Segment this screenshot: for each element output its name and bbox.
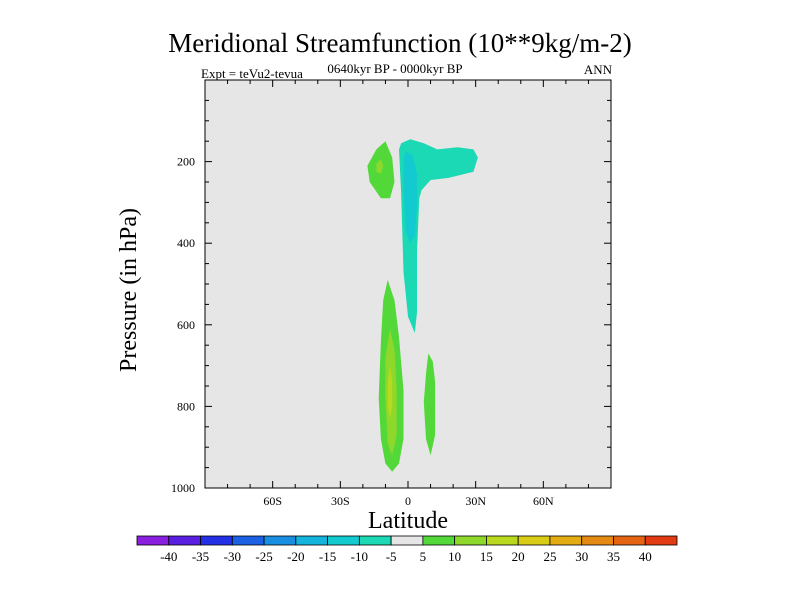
contour-region-nh-lower-positive-cell (423, 353, 436, 456)
colorbar-label: 15 (480, 549, 493, 564)
colorbar-swatch (168, 535, 201, 546)
y-tick-label: 1000 (171, 481, 195, 495)
colorbar-label: 20 (512, 549, 525, 564)
axis-ticks: 60S 30S 0 30N 60N 200 400 600 800 1000 (171, 79, 612, 508)
x-tick-label: 60N (533, 494, 554, 508)
y-axis-title: Pressure (in hPa) (116, 208, 142, 372)
colorbar-swatch (486, 535, 519, 546)
colorbar-swatch (613, 535, 646, 546)
colorbar-swatch (327, 535, 360, 546)
colorbar-label: -20 (287, 549, 304, 564)
chart-title: Meridional Streamfunction (10**9kg/m-2) (168, 28, 632, 58)
colorbar-swatch (581, 535, 614, 546)
colorbar-swatch (358, 535, 392, 546)
colorbar-swatch (644, 535, 678, 546)
colorbar-swatch (136, 535, 170, 546)
y-tick-label: 400 (177, 236, 195, 250)
contour-region-sh-upper-positive-core (376, 159, 384, 174)
x-axis-title: Latitude (368, 508, 448, 534)
x-tick-label: 30N (465, 494, 486, 508)
contour-fill-layer (367, 139, 478, 472)
colorbar-swatch (390, 535, 424, 546)
colorbar-label: -35 (192, 549, 209, 564)
colorbar-label: -30 (224, 549, 241, 564)
colorbar-label: -15 (319, 549, 336, 564)
colorbar-label: 30 (575, 549, 588, 564)
contour-region-upper-negative-cell (399, 139, 478, 333)
colorbar-swatch (231, 535, 265, 546)
colorbar-label: 40 (639, 549, 652, 564)
colorbar-label: 25 (543, 549, 556, 564)
colorbar-swatch (517, 535, 551, 546)
colorbar-swatch (549, 535, 583, 546)
y-tick-label: 200 (177, 155, 195, 169)
season-label: ANN (583, 62, 612, 77)
colorbar-label: -25 (255, 549, 272, 564)
colorbar-label: 35 (607, 549, 620, 564)
y-tick-label: 800 (177, 399, 195, 413)
colorbar-swatch (454, 535, 487, 546)
contour-region-upper-negative-core (403, 151, 417, 244)
colorbar-label: 5 (420, 549, 427, 564)
colorbar-swatch (295, 535, 328, 546)
colorbar: -40 -35 -30 -25 -20 -15 -10 -5 5 10 15 20 25 30 35 40 (136, 535, 678, 564)
chart-subtitle: 0640kyr BP - 0000kyr BP (327, 61, 463, 76)
y-tick-label: 600 (177, 318, 195, 332)
x-tick-label: 30S (331, 494, 350, 508)
colorbar-swatch (263, 535, 297, 546)
contour-region-sh-lower-positive-max (387, 365, 393, 419)
colorbar-swatch (200, 535, 233, 546)
colorbar-swatch (422, 535, 456, 546)
experiment-label: Expt = teVu2-tevua (201, 66, 303, 81)
colorbar-label: -5 (386, 549, 397, 564)
x-tick-label: 60S (263, 494, 282, 508)
colorbar-label: -10 (351, 549, 368, 564)
colorbar-label: -40 (160, 549, 177, 564)
x-tick-label: 0 (405, 494, 411, 508)
colorbar-label: 10 (448, 549, 461, 564)
